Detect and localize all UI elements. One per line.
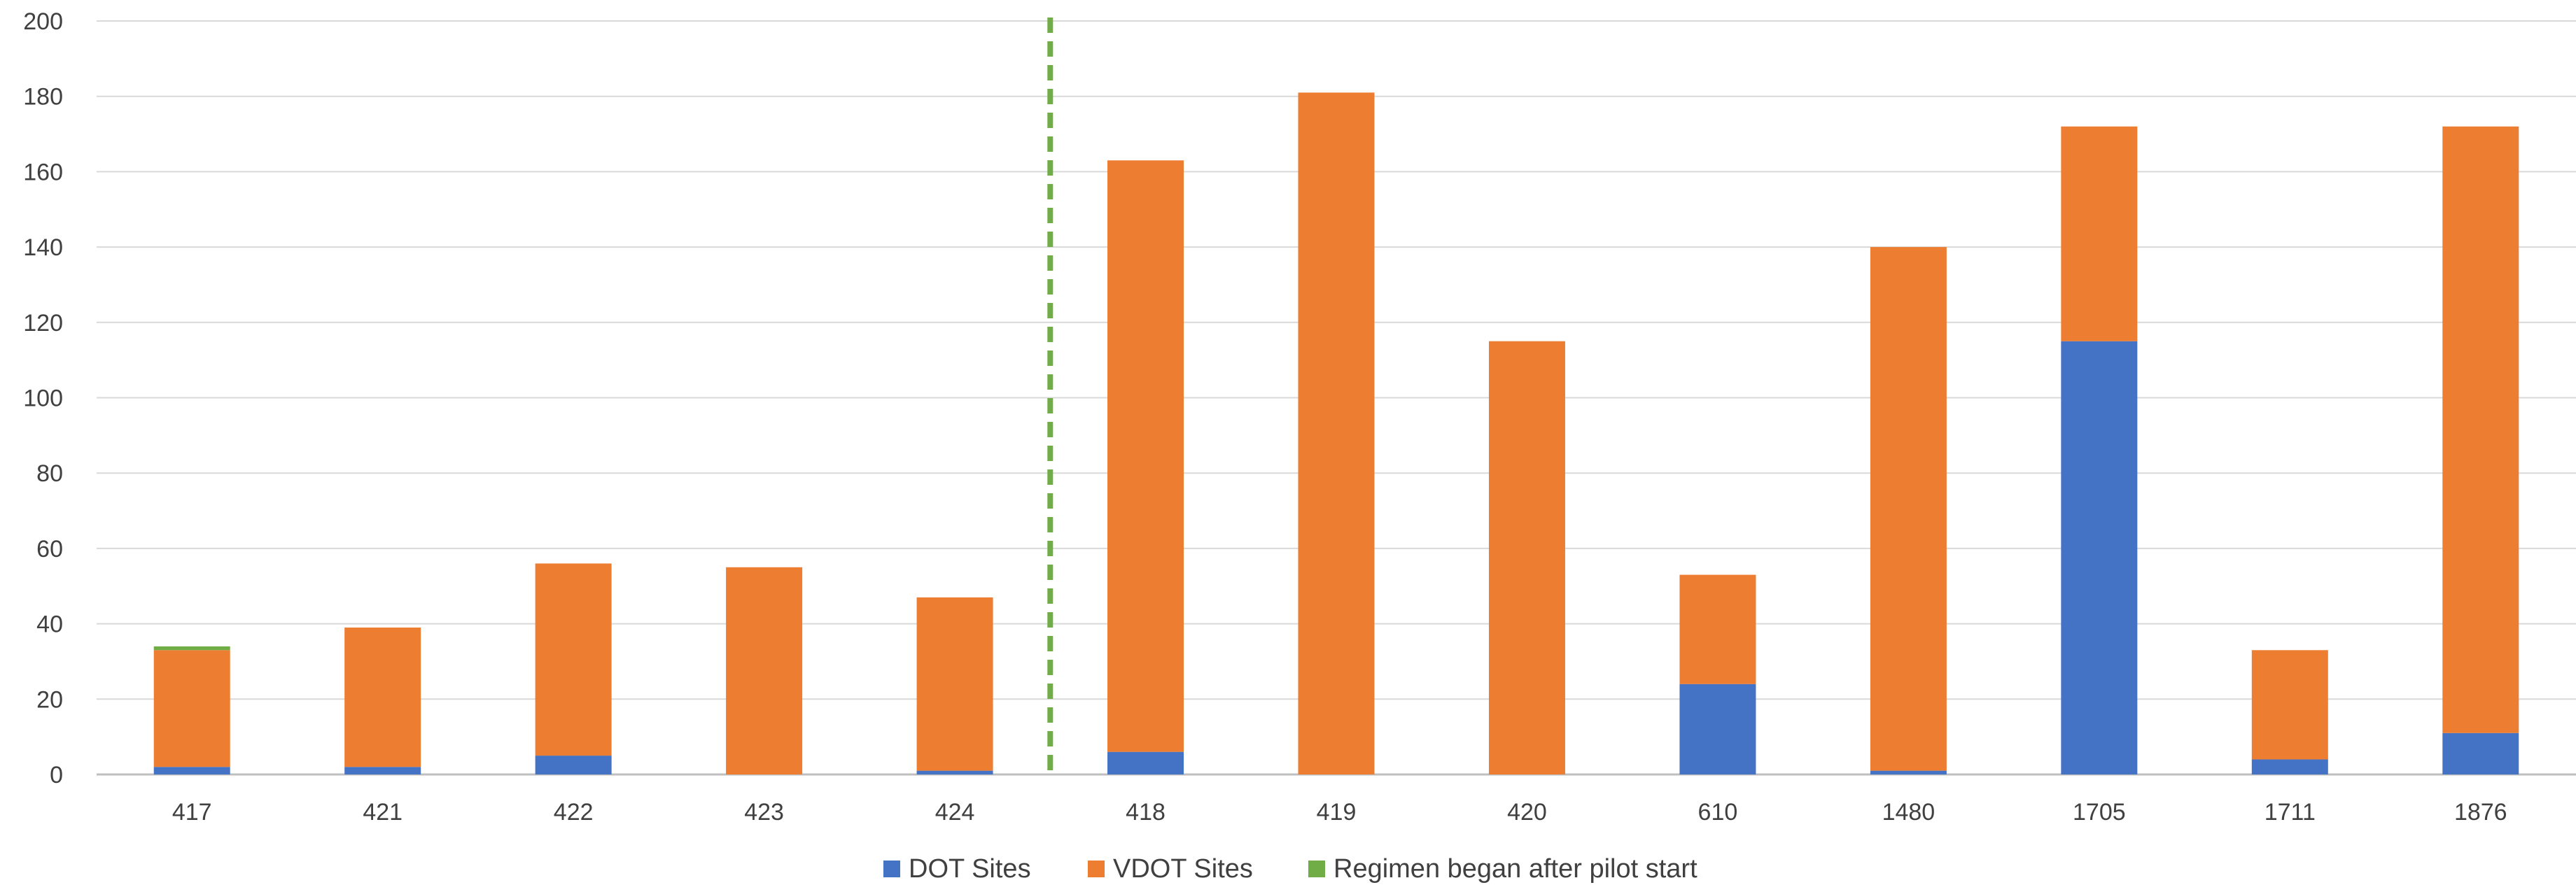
y-tick-label: 100	[23, 385, 63, 412]
legend-label: Regimen began after pilot start	[1334, 854, 1698, 884]
x-tick-label: 422	[554, 799, 594, 826]
bar-segment-dot	[1870, 770, 1947, 774]
x-tick-label: 421	[363, 799, 402, 826]
x-tick-label: 423	[744, 799, 784, 826]
bar-segment-dot	[1107, 751, 1184, 774]
bar-segment-dot	[916, 770, 993, 774]
y-axis-ticks: 0 20 40 60 80 100 120 140 160 180 200	[23, 8, 63, 788]
x-tick-label: 1711	[2264, 799, 2316, 826]
bar-segment-vdot	[726, 567, 803, 774]
y-tick-label: 140	[23, 234, 63, 261]
legend-swatch	[1308, 861, 1325, 877]
y-tick-label: 80	[36, 460, 63, 487]
x-tick-label: 419	[1317, 799, 1357, 826]
bar-segment-vdot	[1870, 247, 1947, 771]
y-tick-label: 120	[23, 310, 63, 337]
legend-label: DOT Sites	[909, 854, 1031, 884]
y-tick-label: 20	[36, 686, 63, 713]
bar-segment-dot	[2251, 759, 2328, 774]
bar-segment-vdot	[1488, 341, 1565, 775]
legend: DOT Sites VDOT Sites Regimen began after p…	[883, 854, 1698, 884]
bar-segment-vdot	[2442, 126, 2519, 733]
x-tick-label: 424	[935, 799, 975, 826]
x-tick-label: 420	[1507, 799, 1547, 826]
legend-swatch	[1088, 861, 1105, 877]
bars	[153, 92, 2519, 775]
bar-segment-vdot	[1298, 92, 1375, 774]
bar-segment-vdot	[916, 597, 993, 771]
legend-label: VDOT Sites	[1113, 854, 1253, 884]
y-tick-label: 180	[23, 84, 63, 111]
x-tick-label: 417	[172, 799, 212, 826]
x-tick-label: 1480	[1882, 799, 1935, 826]
legend-item-regimen: Regimen began after pilot start	[1308, 854, 1698, 884]
bar-segment-dot	[2061, 341, 2138, 775]
legend-item-dot: DOT Sites	[883, 854, 1031, 884]
bar-segment-vdot	[1107, 160, 1184, 752]
y-tick-label: 60	[36, 536, 63, 562]
x-tick-label: 418	[1126, 799, 1166, 826]
bar-segment-dot	[153, 767, 230, 774]
y-tick-label: 200	[23, 8, 63, 35]
legend-item-vdot: VDOT Sites	[1088, 854, 1253, 884]
bar-segment-vdot	[2061, 126, 2138, 341]
bar-segment-dot	[2442, 732, 2519, 774]
bar-segment-vdot	[1679, 574, 1756, 684]
x-axis-ticks: 417 421 422 423 424 418 419 420 610 1480 1705 1711 1…	[172, 799, 2507, 826]
bar-segment-regimen-marker	[153, 646, 230, 651]
bar-segment-vdot	[2251, 650, 2328, 760]
y-tick-label: 0	[50, 762, 63, 788]
x-tick-label: 1705	[2073, 799, 2126, 826]
x-tick-label: 1876	[2454, 799, 2507, 826]
y-tick-label: 40	[36, 611, 63, 638]
bar-segment-dot	[535, 756, 612, 774]
bar-segment-vdot	[535, 563, 612, 756]
bar-segment-dot	[344, 767, 421, 774]
bar-segment-vdot	[153, 650, 230, 767]
bar-segment-vdot	[344, 627, 421, 767]
legend-swatch	[883, 861, 900, 877]
bar-segment-dot	[1679, 684, 1756, 774]
x-tick-label: 610	[1698, 799, 1738, 826]
y-tick-label: 160	[23, 159, 63, 185]
